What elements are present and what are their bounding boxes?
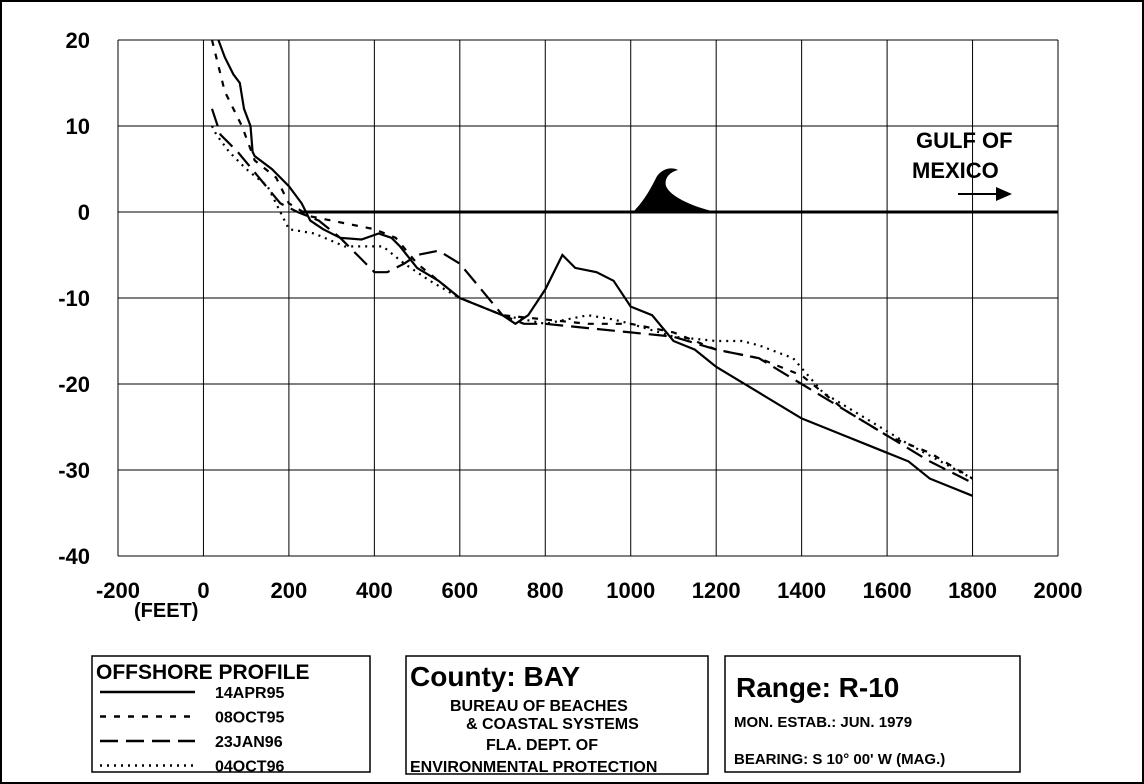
- range-title: Range: R-10: [736, 672, 899, 703]
- range-box: [724, 655, 1021, 773]
- x-tick-label: 600: [441, 578, 478, 603]
- legend-label: 14APR95: [215, 685, 284, 702]
- annotation: GULF OF: [916, 128, 1013, 153]
- annotation: MEXICO: [912, 158, 999, 183]
- range-line: MON. ESTAB.: JUN. 1979: [734, 714, 912, 731]
- profile-line: [210, 108, 973, 484]
- county-line: BUREAU OF BEACHES: [450, 698, 628, 715]
- y-tick-label: -40: [58, 544, 90, 569]
- x-tick-label: 1600: [863, 578, 912, 603]
- x-tick-label: 1200: [692, 578, 741, 603]
- x-tick-label: 400: [356, 578, 393, 603]
- legend-label: 23JAN96: [215, 734, 283, 751]
- y-tick-label: -30: [58, 458, 90, 483]
- county-line: FLA. DEPT. OF: [486, 737, 598, 754]
- y-tick-label: 10: [66, 114, 90, 139]
- county-line: & COASTAL SYSTEMS: [466, 716, 639, 733]
- county-box: [405, 655, 709, 775]
- legend-box: [91, 655, 371, 773]
- range-line: BEARING: S 10° 00' W (MAG.): [734, 751, 945, 768]
- legend-label: 04OCT96: [215, 759, 284, 776]
- y-tick-label: -20: [58, 372, 90, 397]
- legend: 14APR95 08OCT95 23JAN96 04OCT96: [100, 685, 284, 776]
- x-tick-label: 1800: [948, 578, 997, 603]
- x-tick-label: 200: [271, 578, 308, 603]
- county-title: County: BAY: [410, 661, 580, 692]
- x-tick-label: 1000: [606, 578, 655, 603]
- y-tick-label: 0: [78, 200, 90, 225]
- x-tick-label: 0: [197, 578, 209, 603]
- y-tick-label: -10: [58, 286, 90, 311]
- profile-line: [210, 39, 974, 480]
- x-tick-label: -200: [96, 578, 140, 603]
- x-tick-label: 1400: [777, 578, 826, 603]
- legend-label: 08OCT95: [215, 710, 284, 727]
- x-tick-label: 2000: [1034, 578, 1083, 603]
- county-line: ENVIRONMENTAL PROTECTION: [410, 759, 657, 776]
- arrow-head: [996, 187, 1012, 201]
- y-tick-label: 20: [66, 28, 90, 53]
- x-tick-label: 800: [527, 578, 564, 603]
- profile-line: [211, 125, 974, 480]
- legend-title: OFFSHORE PROFILE: [96, 661, 310, 684]
- x-axis-label: (FEET): [134, 600, 198, 622]
- wave-icon: [633, 168, 716, 212]
